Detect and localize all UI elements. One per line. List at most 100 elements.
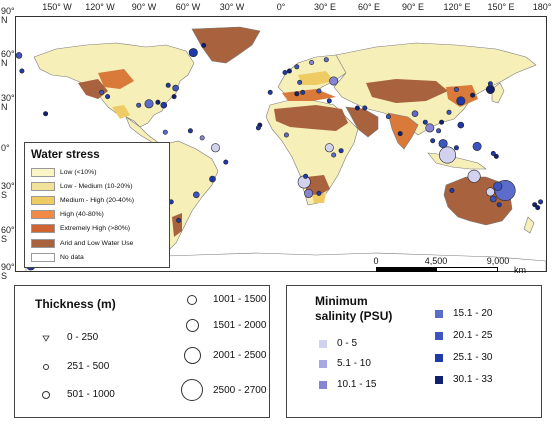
landmass-indonesia (427, 152, 487, 170)
world-map[interactable] (15, 16, 547, 272)
site-marker[interactable] (538, 199, 544, 205)
lat-tick: 30° S (1, 181, 15, 200)
site-marker[interactable] (449, 188, 455, 194)
sites-layer (16, 42, 544, 271)
site-marker[interactable] (209, 175, 216, 183)
site-marker[interactable] (354, 105, 360, 111)
thickness-label: 251 - 500 (67, 361, 110, 372)
site-marker[interactable] (439, 119, 445, 125)
site-marker[interactable] (144, 99, 154, 109)
salinity-label: 20.1 - 25 (453, 330, 493, 341)
site-marker[interactable] (187, 128, 193, 134)
site-marker[interactable] (453, 145, 459, 151)
salinity-swatch (435, 353, 443, 362)
site-marker[interactable] (496, 202, 502, 208)
site-marker[interactable] (490, 151, 496, 157)
ws-legend-item: No data (31, 250, 163, 264)
site-marker[interactable] (16, 52, 23, 59)
site-marker[interactable] (303, 173, 309, 179)
site-marker[interactable] (223, 159, 229, 165)
site-marker[interactable] (485, 85, 495, 95)
site-marker[interactable] (397, 131, 403, 137)
site-marker[interactable] (165, 82, 171, 88)
site-marker[interactable] (385, 114, 391, 120)
site-marker[interactable] (324, 143, 334, 153)
site-marker[interactable] (286, 68, 292, 74)
site-marker[interactable] (211, 143, 221, 153)
thickness-legend-title: Thickness (m) (35, 297, 116, 311)
site-marker[interactable] (188, 48, 198, 58)
site-marker[interactable] (446, 109, 452, 115)
ws-label: No data (60, 253, 84, 261)
site-marker[interactable] (267, 89, 273, 95)
salinity-legend: Minimum salinity (PSU) 0 - 5 5.1 - 10 10… (286, 285, 542, 418)
site-marker[interactable] (172, 84, 179, 92)
site-marker[interactable] (436, 128, 442, 134)
site-marker[interactable] (19, 68, 25, 74)
site-marker[interactable] (160, 101, 168, 109)
site-marker[interactable] (309, 59, 315, 65)
site-marker[interactable] (300, 89, 306, 95)
site-marker[interactable] (201, 42, 207, 48)
salinity-swatch (319, 359, 327, 368)
site-marker[interactable] (282, 69, 288, 75)
site-marker[interactable] (485, 187, 495, 197)
site-marker[interactable] (323, 57, 329, 63)
site-marker[interactable] (411, 110, 419, 117)
salinity-label: 0 - 5 (337, 338, 358, 349)
site-marker[interactable] (338, 148, 344, 154)
site-marker[interactable] (425, 123, 435, 133)
thickness-item: 251 - 500 (31, 361, 109, 372)
site-marker[interactable] (493, 153, 499, 159)
salinity-item: 20.1 - 25 (435, 330, 492, 341)
site-marker[interactable] (43, 111, 49, 117)
site-marker[interactable] (487, 81, 493, 87)
site-marker[interactable] (329, 76, 339, 86)
site-marker[interactable] (294, 91, 300, 97)
site-marker[interactable] (304, 188, 314, 198)
site-marker[interactable] (199, 135, 205, 141)
site-marker[interactable] (326, 98, 332, 104)
ws-swatch (31, 252, 55, 262)
ws-label: Medium - High (20-40%) (60, 196, 135, 204)
site-marker[interactable] (467, 169, 481, 183)
site-marker[interactable] (294, 64, 300, 70)
site-marker[interactable] (457, 121, 465, 129)
site-marker[interactable] (535, 205, 541, 211)
site-marker[interactable] (316, 190, 322, 196)
site-marker[interactable] (105, 94, 111, 100)
site-marker[interactable] (470, 92, 476, 98)
site-marker[interactable] (430, 138, 436, 144)
site-marker[interactable] (99, 89, 105, 95)
site-marker[interactable] (362, 105, 368, 111)
site-marker[interactable] (193, 191, 200, 199)
site-marker[interactable] (155, 99, 161, 105)
site-marker[interactable] (489, 195, 497, 203)
site-marker[interactable] (316, 88, 322, 94)
med-high-europe (298, 71, 334, 85)
site-marker[interactable] (438, 146, 456, 164)
thickness-item: 1501 - 2000 (177, 319, 266, 332)
lat-tick: 90° S (1, 262, 15, 281)
site-marker[interactable] (171, 94, 177, 100)
site-marker[interactable] (255, 125, 261, 131)
site-marker[interactable] (532, 202, 538, 208)
landmass-japan (491, 82, 505, 104)
site-marker[interactable] (422, 119, 428, 125)
site-marker[interactable] (493, 181, 503, 191)
thickness-label: 1001 - 1500 (213, 294, 267, 305)
site-marker[interactable] (331, 152, 337, 158)
site-marker[interactable] (438, 139, 448, 149)
salinity-label: 10.1 - 15 (337, 379, 377, 390)
site-marker[interactable] (453, 87, 459, 93)
ws-swatch (31, 238, 55, 248)
site-marker[interactable] (297, 79, 303, 85)
site-marker[interactable] (162, 129, 168, 135)
site-marker[interactable] (456, 96, 466, 106)
site-marker[interactable] (136, 102, 142, 108)
scale-unit: km (514, 265, 526, 275)
site-marker[interactable] (283, 132, 289, 138)
site-marker[interactable] (176, 217, 182, 223)
site-marker[interactable] (472, 141, 482, 151)
lat-tick: 30° N (1, 93, 15, 112)
